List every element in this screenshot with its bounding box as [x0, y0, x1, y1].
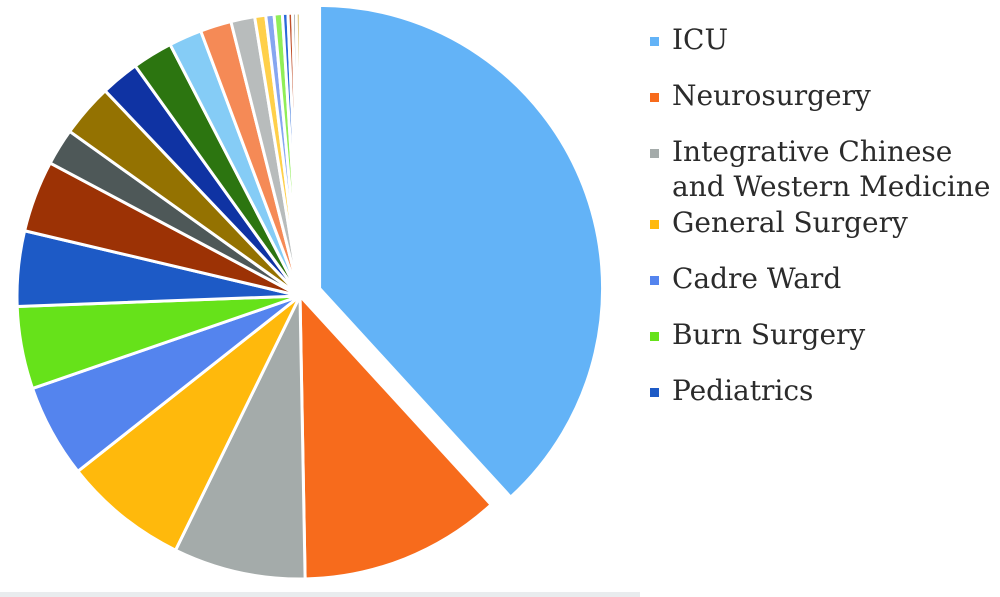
legend-swatch-pediatrics [650, 388, 659, 397]
pie-slice-neurosurgery [298, 294, 493, 581]
pie-slice-general-surgery [76, 294, 302, 552]
legend-label-general-surgery: General Surgery [672, 206, 908, 239]
pie-chart [15, 3, 605, 581]
pie-slice-segment-22 [294, 11, 302, 298]
legend-swatch-burn-surgery [650, 332, 659, 341]
legend-item-burn-surgery: Burn Surgery [650, 317, 998, 352]
legend-label-icu: ICU [672, 23, 729, 56]
bottom-divider [0, 592, 640, 597]
legend-label-integrative-medicine: Integrative Chinese and Western Medicine [672, 135, 991, 203]
legend-swatch-integrative-medicine [650, 149, 659, 158]
chart-legend: ICU Neurosurgery Integrative Chinese and… [650, 22, 998, 429]
legend-label-neurosurgery: Neurosurgery [672, 79, 871, 112]
legend-swatch-cadre-ward [650, 276, 659, 285]
legend-item-pediatrics: Pediatrics [650, 373, 998, 408]
legend-swatch-icu [650, 37, 659, 46]
pie-slice-icu [318, 3, 605, 499]
legend-swatch-neurosurgery [650, 93, 659, 102]
legend-item-general-surgery: General Surgery [650, 205, 998, 240]
legend-swatch-general-surgery [650, 220, 659, 229]
legend-item-integrative-medicine: Integrative Chinese and Western Medicine [650, 134, 998, 204]
pie-slice-integrative-chinese-and-western-medicine [174, 294, 307, 581]
legend-item-icu: ICU [650, 22, 998, 57]
legend-label-cadre-ward: Cadre Ward [672, 262, 842, 295]
legend-label-burn-surgery: Burn Surgery [672, 318, 866, 351]
legend-item-neurosurgery: Neurosurgery [650, 78, 998, 113]
legend-label-pediatrics: Pediatrics [672, 374, 814, 407]
legend-item-cadre-ward: Cadre Ward [650, 261, 998, 296]
